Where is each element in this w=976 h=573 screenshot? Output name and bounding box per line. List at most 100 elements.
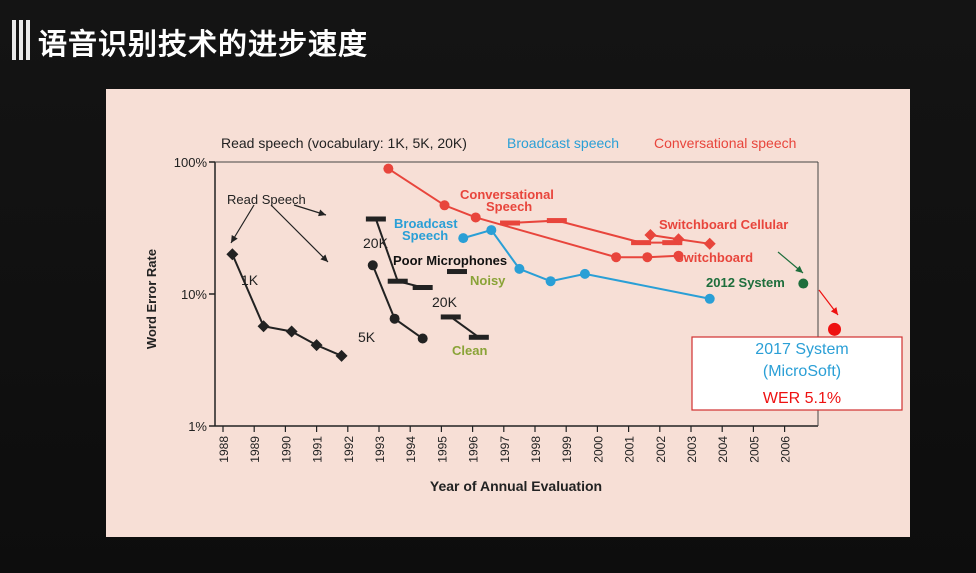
- series-point: [546, 218, 567, 224]
- slide-title: 语音识别技术的进步速度: [38, 27, 369, 61]
- x-tick-label: 1999: [560, 436, 574, 463]
- series-point: [383, 163, 394, 174]
- series-line: [450, 316, 480, 339]
- series-point: [468, 334, 489, 340]
- read-speech-arrow-head: [318, 209, 326, 217]
- x-tick-label: 1992: [342, 436, 356, 463]
- y-tick-label: 10%: [181, 287, 207, 302]
- series-point: [545, 276, 556, 287]
- x-tick-label: 1997: [498, 436, 512, 463]
- annotation-label: Poor Microphones: [393, 253, 507, 268]
- series-point: [703, 237, 716, 250]
- series-point: [310, 339, 323, 352]
- series-point: [644, 228, 657, 241]
- series-point: [365, 216, 386, 222]
- header-bar-3: [26, 20, 30, 60]
- series-point: [470, 212, 481, 223]
- series-point: [798, 278, 809, 289]
- read-speech-arrow: [230, 204, 255, 244]
- x-tick-label: 1996: [467, 436, 481, 463]
- slide-header: 语音识别技术的进步速度: [0, 0, 976, 80]
- series-point: [704, 293, 715, 304]
- series-point: [412, 285, 433, 291]
- series-point: [631, 240, 652, 246]
- read-speech-arrow-head: [320, 254, 328, 262]
- series-point: [500, 220, 521, 226]
- x-tick-label: 2006: [779, 436, 793, 463]
- x-tick-label: 1994: [404, 436, 418, 463]
- series-point: [611, 252, 622, 263]
- legend-entry: Broadcast speech: [507, 135, 619, 151]
- annotation-label: Read Speech: [227, 192, 306, 207]
- annotation-label: 20K: [363, 235, 389, 251]
- annotation-label: 20K: [432, 294, 458, 310]
- x-tick-label: 2004: [716, 436, 730, 463]
- header-bar-2: [19, 20, 23, 60]
- series-point: [285, 325, 298, 338]
- x-tick-label: 2000: [591, 436, 605, 463]
- series-point: [672, 233, 685, 246]
- annotation-label: Speech: [402, 228, 448, 243]
- x-tick-label: 1989: [248, 436, 262, 463]
- annotation-label: 5K: [358, 329, 376, 345]
- x-tick-label: 2005: [747, 436, 761, 463]
- annotation-label: Switchboard: [675, 250, 753, 265]
- series-point: [514, 263, 525, 274]
- series-point: [486, 225, 497, 236]
- annotation-label: 2012 System: [706, 275, 785, 290]
- x-tick-label: 2002: [654, 436, 668, 463]
- series-point: [828, 322, 842, 336]
- system-2017-arrow-head: [830, 307, 838, 315]
- series-line: [371, 264, 424, 340]
- annotation-label: Conversational: [460, 187, 554, 202]
- header-bar-1: [12, 20, 16, 60]
- legend-entry: Read speech (vocabulary: 1K, 5K, 20K): [221, 135, 467, 151]
- x-tick-label: 1991: [311, 436, 325, 463]
- series-point: [439, 200, 450, 211]
- series-point: [417, 333, 428, 344]
- series-point: [642, 252, 653, 263]
- x-tick-label: 1995: [435, 436, 449, 463]
- y-axis-title: Word Error Rate: [144, 249, 159, 349]
- chart-panel: 1% 10% 100% 1988 1989 1990 1991 1992 1993 1994 199…: [106, 89, 910, 537]
- y-tick-label: 100%: [174, 155, 208, 170]
- annotation-label: Speech: [486, 199, 532, 214]
- x-tick-label: 1998: [529, 436, 543, 463]
- callout-line: (MicroSoft): [763, 363, 841, 380]
- x-tick-label: 1988: [217, 436, 231, 463]
- callout-line: WER 5.1%: [763, 390, 841, 407]
- series-point: [226, 248, 239, 261]
- annotation-label: Switchboard Cellular: [659, 217, 788, 232]
- system-2012-arrow-head: [795, 265, 803, 273]
- x-tick-label: 2001: [623, 436, 637, 463]
- series-line: [231, 253, 342, 357]
- annotation-label: Broadcast: [394, 216, 458, 231]
- callout-box: [691, 336, 903, 411]
- series-point: [458, 233, 469, 244]
- series-point: [257, 320, 270, 333]
- series-point: [447, 269, 467, 275]
- x-tick-label: 1990: [279, 436, 293, 463]
- legend-entry: Conversational speech: [654, 135, 796, 151]
- x-tick-label: 1993: [373, 436, 387, 463]
- series-point: [440, 314, 461, 320]
- annotation-label: 1K: [241, 272, 259, 288]
- read-speech-arrow: [270, 204, 329, 263]
- series-line: [509, 219, 673, 244]
- wer-chart: 1% 10% 100% 1988 1989 1990 1991 1992 1993 1994 199…: [144, 135, 903, 494]
- callout-line: 2017 System: [755, 341, 848, 358]
- x-tick-label: 2003: [685, 436, 699, 463]
- series-line: [387, 167, 679, 259]
- annotation-label: Noisy: [470, 273, 506, 288]
- series-point: [662, 240, 683, 246]
- series-point: [335, 349, 348, 362]
- annotation-label: Clean: [452, 343, 487, 358]
- series-point: [367, 260, 378, 271]
- series-point: [673, 250, 684, 261]
- read-speech-arrow-head: [231, 235, 238, 243]
- series-point: [389, 313, 400, 324]
- x-axis-title: Year of Annual Evaluation: [430, 478, 602, 494]
- series-point: [579, 268, 590, 279]
- series-point: [387, 278, 408, 284]
- y-tick-label: 1%: [188, 419, 207, 434]
